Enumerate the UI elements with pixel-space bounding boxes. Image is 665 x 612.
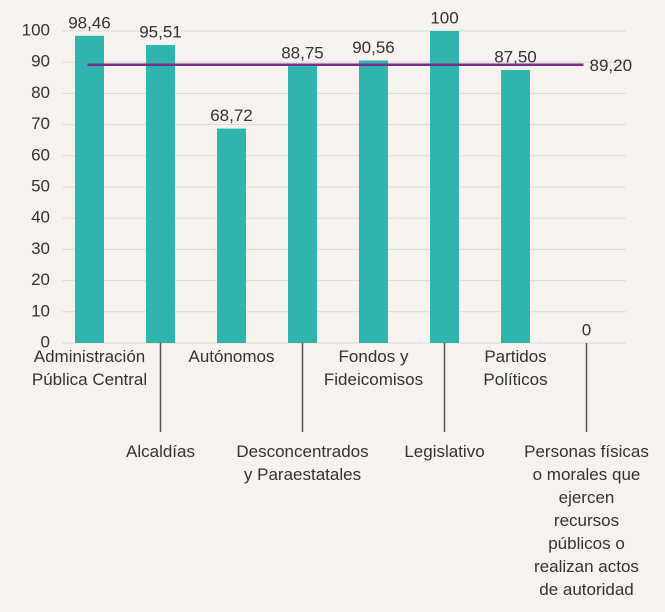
value-label: 100: [430, 8, 458, 27]
bar: [501, 70, 530, 343]
bar: [288, 66, 317, 343]
bar: [359, 60, 388, 344]
x-tick-label: Personas físicas o morales que ejercen recu…: [524, 442, 649, 599]
reference-label: 89,20: [590, 56, 633, 75]
x-tick-label: Administración Pública Central: [32, 347, 147, 389]
y-tick-label: 80: [31, 83, 50, 102]
x-tick-label: Alcaldías: [126, 442, 195, 461]
value-label: 68,72: [210, 106, 253, 125]
y-tick-label: 20: [31, 270, 50, 289]
value-label: 88,75: [281, 44, 324, 63]
bar: [430, 31, 459, 343]
y-tick-label: 70: [31, 114, 50, 133]
x-tick-label: Legislativo: [404, 442, 484, 461]
y-tick-label: 100: [22, 20, 50, 39]
bar: [75, 35, 104, 343]
value-label: 90,56: [352, 38, 395, 57]
x-tick-label: Fondos y Fideicomisos: [324, 347, 423, 389]
value-label: 98,46: [68, 13, 111, 32]
bar: [146, 45, 175, 344]
value-label: 87,50: [494, 47, 537, 66]
y-tick-label: 40: [31, 208, 50, 227]
y-tick-label: 50: [31, 176, 50, 195]
y-tick-label: 90: [31, 52, 50, 71]
x-tick-label: Partidos Políticos: [483, 347, 547, 389]
bar: [217, 128, 246, 343]
value-label: 95,51: [139, 22, 182, 41]
x-tick-label: Autónomos: [189, 347, 275, 366]
x-tick-label: Desconcentrados y Paraestatales: [236, 442, 368, 484]
value-label: 0: [582, 320, 591, 339]
y-tick-label: 60: [31, 145, 50, 164]
y-tick-label: 10: [31, 301, 50, 320]
y-tick-label: 0: [41, 332, 50, 351]
y-tick-label: 30: [31, 239, 50, 258]
